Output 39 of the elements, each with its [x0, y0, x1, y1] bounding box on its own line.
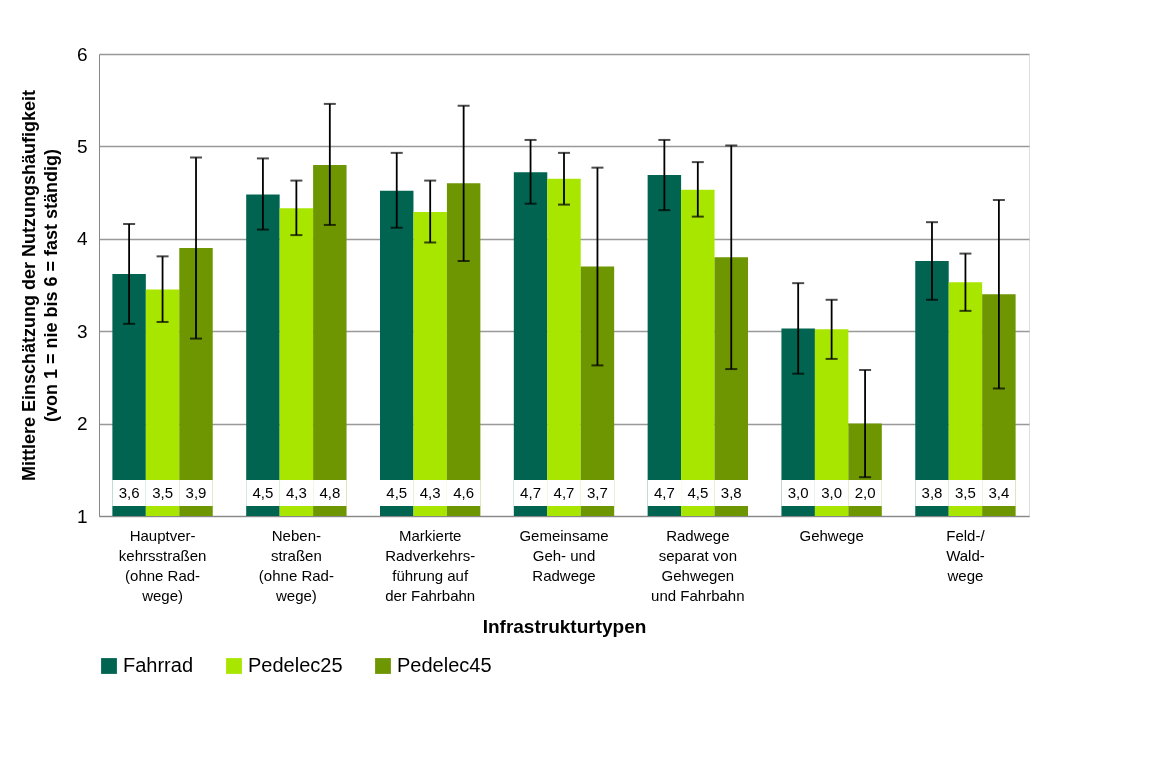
data-label: 3,8 [720, 484, 742, 501]
x-tick-label: Hauptver- kehrsstraßen (ohne Rad- wege) [118, 526, 207, 604]
x-tick-label: Feld-/ Wald- wege [946, 526, 986, 584]
x-tick-label: Markierte Radverkehrs- führung auf der Fahrbahn [385, 526, 476, 604]
data-label: 4,8 [319, 484, 341, 501]
data-label: 4,5 [687, 484, 709, 501]
y-tick-label: 4 [76, 228, 88, 250]
data-label: 4,7 [653, 484, 675, 501]
data-label: 4,5 [386, 484, 408, 501]
data-label: 3,7 [587, 484, 608, 501]
data-label: 2,0 [854, 484, 876, 501]
legend-label: Fahrrad [123, 654, 194, 676]
x-tick-label: Neben- straßen (ohne Rad- wege) [258, 526, 334, 604]
x-tick-label: Gehwege [799, 526, 864, 544]
legend-label: Pedelec25 [248, 654, 343, 676]
data-label: 3,5 [152, 484, 173, 501]
y-tick-label: 6 [76, 43, 88, 65]
data-label: 4,3 [419, 484, 441, 501]
data-label: 3,0 [821, 484, 843, 501]
data-label: 4,6 [453, 484, 475, 501]
data-label: 4,7 [520, 484, 541, 501]
y-axis-title: Mittlere Einschätzung der Nutzungshäufigkeit (von 1 = nie bis 6 = fast ständig) [18, 89, 61, 482]
data-label: 3,0 [787, 484, 809, 501]
x-axis-title: Infrastrukturtypen [482, 615, 647, 637]
y-tick-label: 1 [76, 505, 88, 527]
data-label: 3,6 [118, 484, 140, 501]
data-label: 4,5 [252, 484, 274, 501]
data-label: 3,4 [988, 484, 1010, 501]
y-tick-label: 3 [76, 320, 88, 342]
data-label: 4,3 [285, 484, 307, 501]
legend-label: Pedelec45 [397, 654, 492, 676]
y-tick-label: 5 [76, 135, 88, 157]
data-label: 3,9 [185, 484, 207, 501]
y-tick-label: 2 [76, 413, 88, 435]
data-label: 4,7 [553, 484, 575, 501]
data-label: 3,5 [955, 484, 976, 501]
x-tick-label: Radwege separat von Gehwegen und Fahrbahn [651, 526, 745, 604]
x-tick-label: Gemeinsame Geh- und Radwege [519, 526, 609, 584]
data-label: 3,8 [921, 484, 943, 501]
